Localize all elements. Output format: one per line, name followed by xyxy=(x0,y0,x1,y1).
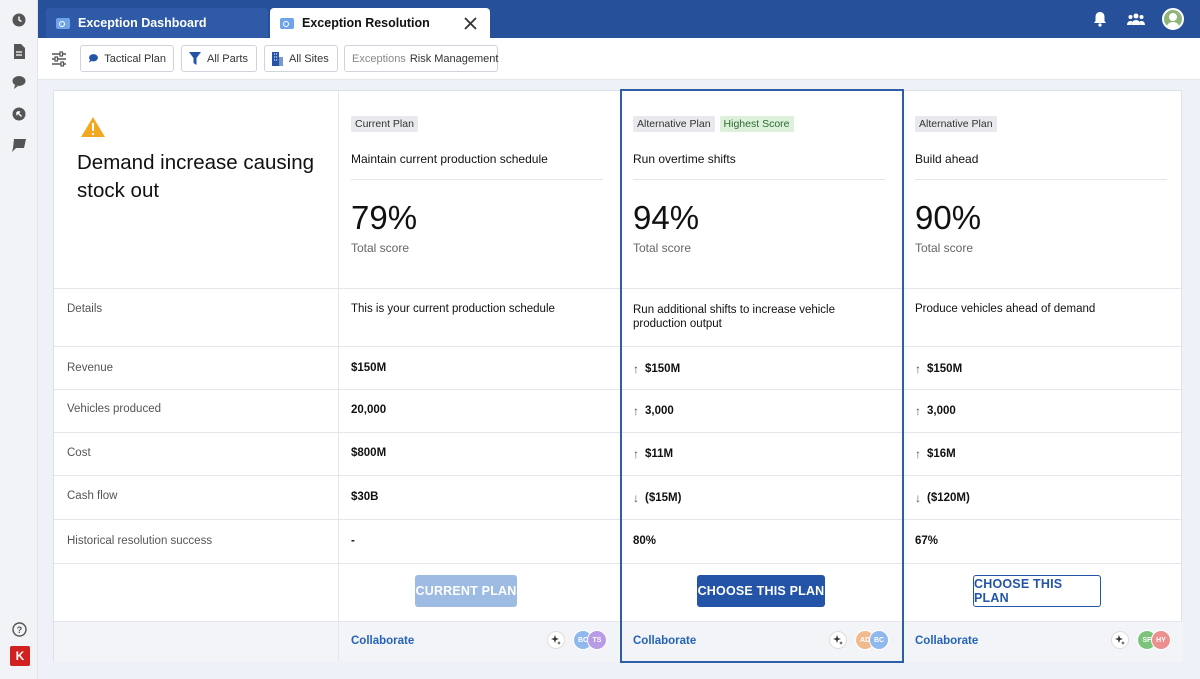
row-label-cash-flow: Cash flow xyxy=(67,490,118,502)
exception-title: Demand increase causing stock out xyxy=(77,151,315,202)
plan-cost: $800M xyxy=(351,447,387,459)
all-sites-chip[interactable]: All Sites xyxy=(264,45,338,72)
alternative-plan-badge: Alternative Plan xyxy=(915,116,997,132)
arrow-up-icon: ↑ xyxy=(915,404,921,418)
plan-revenue: ↑ $150M xyxy=(915,362,963,376)
plan-vehicles: 20,000 xyxy=(351,404,387,416)
message-icon[interactable] xyxy=(11,137,27,153)
filter-icon xyxy=(189,52,201,65)
plan-historical: 67% xyxy=(915,535,939,547)
main-area: Demand increase causing stock out Detail… xyxy=(38,80,1200,679)
plan-score: 90% xyxy=(915,199,982,236)
collaborate-link[interactable]: Collaborate xyxy=(351,635,415,647)
choose-plan-button[interactable]: CHOOSE THIS PLAN xyxy=(973,575,1101,607)
close-icon[interactable] xyxy=(460,13,480,33)
arrow-down-icon: ↓ xyxy=(915,491,921,505)
plan-cash-flow: $30B xyxy=(351,491,379,503)
plan-column-overtime: Alternative Plan Highest Score Run overt… xyxy=(621,91,903,661)
current-plan-button[interactable]: CURRENT PLAN xyxy=(415,575,517,607)
plan-vehicles: ↑ 3,000 xyxy=(633,404,674,418)
help-icon[interactable]: ? xyxy=(11,621,27,637)
plan-cash-flow: ↓ ($15M) xyxy=(633,491,682,505)
plan-historical: - xyxy=(351,535,355,547)
plan-cost: ↑ $16M xyxy=(915,447,956,461)
plan-details: Run additional shifts to increase vehicl… xyxy=(633,304,836,330)
row-label-cost: Cost xyxy=(67,447,91,459)
plan-column-build-ahead: Alternative Plan Build ahead 90% Total s… xyxy=(903,91,1185,661)
chip-label: All Parts xyxy=(207,52,248,65)
plan-bubble-icon xyxy=(88,54,98,63)
plan-cash-flow: ↓ ($120M) xyxy=(915,491,970,505)
plan-score: 94% xyxy=(633,199,700,236)
score-label: Total score xyxy=(915,241,974,255)
plan-vehicles: ↑ 3,000 xyxy=(915,404,956,418)
collaborate-link[interactable]: Collaborate xyxy=(915,635,979,647)
sparkle-icon[interactable] xyxy=(1111,631,1129,649)
chip-label: All Sites xyxy=(289,52,329,65)
filter-settings-icon[interactable] xyxy=(50,50,68,68)
tab-exception-dashboard[interactable]: Exception Dashboard xyxy=(46,8,268,38)
left-rail: ? K xyxy=(0,0,38,679)
row-label-vehicles: Vehicles produced xyxy=(67,403,161,415)
sparkle-icon[interactable] xyxy=(547,631,565,649)
arrow-up-icon: ↑ xyxy=(633,447,639,461)
highest-score-badge: Highest Score xyxy=(719,116,794,132)
filter-bar: Tactical Plan All Parts All Sites Except… xyxy=(38,38,1200,80)
chip-prefix: Exceptions xyxy=(352,52,406,65)
choose-plan-button[interactable]: CHOOSE THIS PLAN xyxy=(697,575,825,607)
sparkle-icon[interactable] xyxy=(829,631,847,649)
plan-name: Build ahead xyxy=(915,152,979,166)
plan-cost: ↑ $11M xyxy=(633,447,674,461)
clock-icon[interactable] xyxy=(11,12,27,28)
exceptions-chip[interactable]: Exceptions Risk Management xyxy=(344,45,498,72)
chip-label: Risk Management xyxy=(409,52,499,65)
arrow-up-icon: ↑ xyxy=(915,362,921,376)
collaborator-avatar[interactable]: TS xyxy=(587,630,607,650)
top-bar: Exception Dashboard Exception Resolution xyxy=(38,0,1200,38)
bell-icon[interactable] xyxy=(1090,9,1110,29)
plan-historical: 80% xyxy=(633,535,657,547)
arrow-down-icon: ↓ xyxy=(633,491,639,505)
building-icon xyxy=(272,51,283,66)
alternative-plan-badge: Alternative Plan xyxy=(633,116,715,132)
arrow-up-icon: ↑ xyxy=(633,404,639,418)
arrow-up-icon: ↑ xyxy=(915,447,921,461)
current-plan-badge: Current Plan xyxy=(351,116,418,132)
chip-label: Tactical Plan xyxy=(104,52,166,65)
svg-text:?: ? xyxy=(16,625,22,635)
plan-column-current: Current Plan Maintain current production… xyxy=(339,91,621,661)
dashboard-icon xyxy=(56,17,70,29)
collaborate-link[interactable]: Collaborate xyxy=(633,635,697,647)
row-label-historical: Historical resolution success xyxy=(67,535,213,547)
document-icon[interactable] xyxy=(11,43,27,59)
resolution-icon xyxy=(280,17,294,29)
plan-details: Produce vehicles ahead of demand xyxy=(915,303,1096,315)
plan-score: 79% xyxy=(351,199,418,236)
plan-details: This is your current production schedule xyxy=(351,303,555,315)
tactical-plan-chip[interactable]: Tactical Plan xyxy=(80,45,174,72)
collaborator-avatar[interactable]: HY xyxy=(1151,630,1171,650)
plan-name: Run overtime shifts xyxy=(633,152,736,166)
navigate-icon[interactable] xyxy=(11,106,27,122)
tab-label: Exception Resolution xyxy=(302,16,430,30)
row-label-details: Details xyxy=(67,303,103,315)
plan-name: Maintain current production schedule xyxy=(351,152,548,166)
all-parts-chip[interactable]: All Parts xyxy=(181,45,257,72)
tab-label: Exception Dashboard xyxy=(78,16,207,30)
chat-icon[interactable] xyxy=(11,74,27,90)
plan-revenue: $150M xyxy=(351,362,387,374)
tab-exception-resolution[interactable]: Exception Resolution xyxy=(270,8,490,38)
app-logo[interactable]: K xyxy=(10,646,30,666)
team-icon[interactable] xyxy=(1126,9,1146,29)
collaborate-band xyxy=(54,621,1183,662)
row-label-revenue: Revenue xyxy=(67,362,114,374)
collaborator-avatar[interactable]: BC xyxy=(869,630,889,650)
plan-comparison-card: Demand increase causing stock out Detail… xyxy=(53,90,1185,662)
score-label: Total score xyxy=(351,241,410,255)
user-avatar[interactable] xyxy=(1162,8,1184,30)
plan-revenue: ↑ $150M xyxy=(633,362,681,376)
warning-icon xyxy=(80,116,106,143)
score-label: Total score xyxy=(633,241,692,255)
arrow-up-icon: ↑ xyxy=(633,362,639,376)
